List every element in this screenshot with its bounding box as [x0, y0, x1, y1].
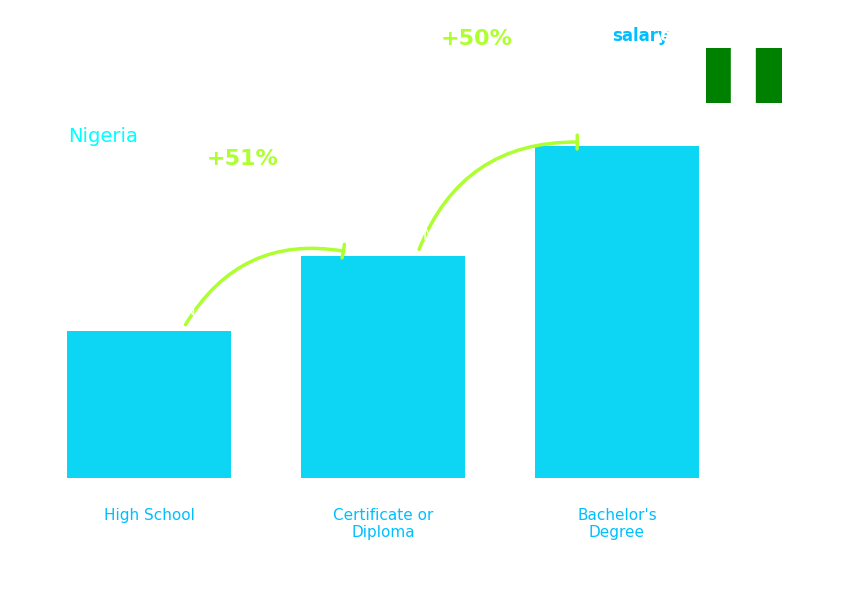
Text: Certificate or
Diploma: Certificate or Diploma [333, 508, 434, 541]
Text: explorer: explorer [659, 27, 738, 45]
Text: salary: salary [612, 27, 669, 45]
Bar [536, 147, 699, 478]
Text: Average Monthly Salary: Average Monthly Salary [818, 228, 831, 378]
Bar [301, 256, 465, 478]
Text: Bachelor's
Degree: Bachelor's Degree [577, 508, 657, 541]
Bar [301, 256, 465, 478]
Text: .com: .com [718, 27, 763, 45]
Text: High School: High School [104, 508, 195, 523]
Text: Nigeria: Nigeria [68, 127, 138, 146]
Bar [67, 331, 231, 478]
Bar [67, 331, 231, 478]
Bar [731, 48, 756, 103]
Text: 103,000 NGN: 103,000 NGN [332, 228, 434, 243]
Text: Salary Comparison By Education: Salary Comparison By Education [68, 42, 576, 70]
Bar [536, 147, 699, 478]
Text: 154,000 NGN: 154,000 NGN [566, 119, 668, 133]
Text: 68,100 NGN: 68,100 NGN [103, 304, 196, 318]
Text: +50%: +50% [440, 28, 513, 48]
Text: Excavator Operator: Excavator Operator [68, 94, 259, 113]
Bar [706, 48, 731, 103]
Text: +51%: +51% [207, 149, 279, 169]
Bar [756, 48, 782, 103]
